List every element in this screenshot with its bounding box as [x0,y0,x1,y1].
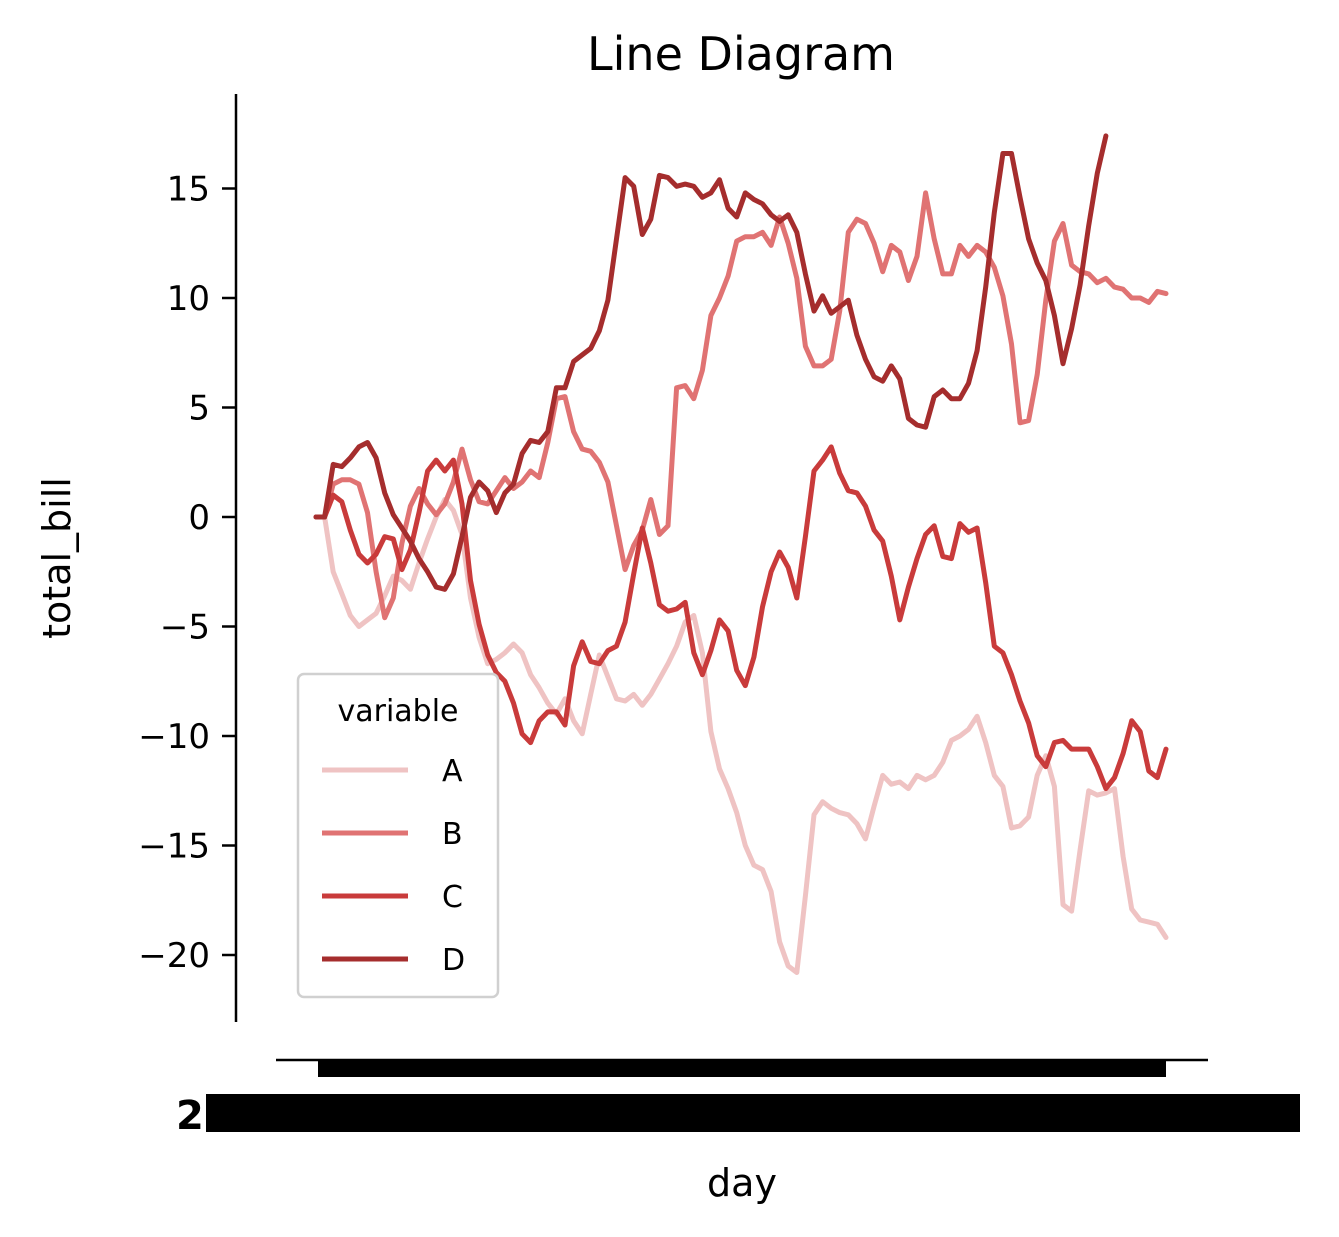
series-line-a [313,497,1169,975]
x-tick-label-overlap [206,1094,1300,1132]
y-tick-label: 15 [167,170,210,210]
y-tick-label: 0 [188,498,210,538]
x-tick-label-first: 2 [176,1093,204,1139]
series-line-b [313,190,1169,621]
legend-label-a: A [442,754,463,789]
y-tick-label: −20 [138,936,210,976]
legend-label-c: C [442,880,463,915]
series-line-d [313,133,1109,592]
y-axis-label: total_bill [35,477,79,639]
y-tick-label: 5 [188,389,210,429]
series-line-c [313,444,1169,792]
y-ticks: 15 10 5 0 −5 −10 −15 −20 [138,170,236,976]
series-lines [313,133,1169,975]
y-tick-label: −10 [138,717,210,757]
chart-title: Line Diagram [587,27,895,81]
x-tick-marks [318,1061,1166,1077]
y-tick-label: 10 [167,279,210,319]
legend-title: variable [337,694,458,729]
y-tick-label: −5 [160,608,210,648]
x-tick-labels: 2 [176,1093,1300,1139]
legend-label-d: D [442,943,465,978]
x-axis-label: day [707,1161,777,1205]
y-tick-label: −15 [138,827,210,867]
legend-label-b: B [442,817,463,852]
